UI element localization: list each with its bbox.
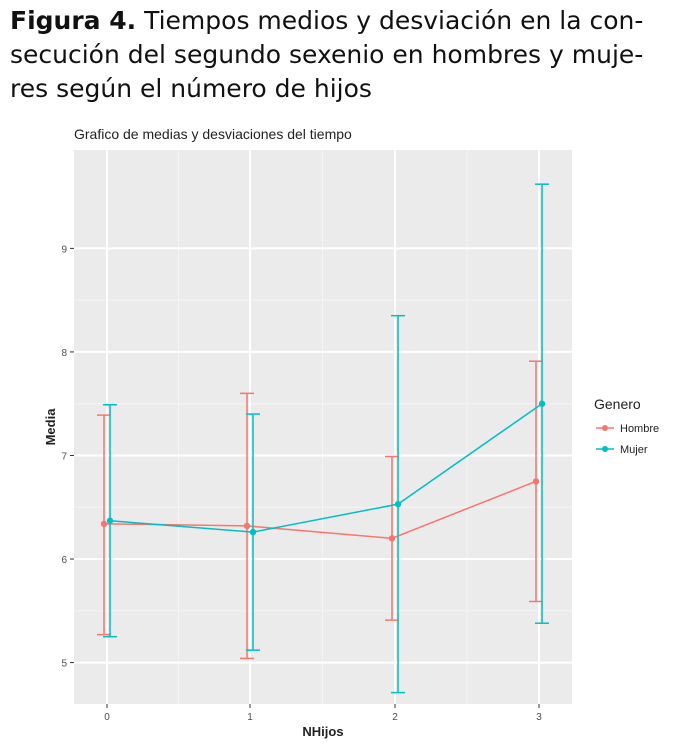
x-tick-label: 0 — [104, 712, 110, 723]
data-point-hombre — [532, 478, 540, 485]
legend-label: Hombre — [620, 423, 659, 435]
x-axis: 0 1 2 3 — [104, 704, 542, 723]
y-tick-label: 9 — [61, 244, 67, 255]
grid-lines — [74, 150, 572, 704]
y-tick-label: 5 — [61, 659, 67, 670]
caption-line-1: Figura 4. Tiempos medios y desviación en… — [10, 4, 675, 38]
series-line-hombre — [103, 480, 537, 540]
y-tick-label: 7 — [61, 451, 67, 462]
x-tick-label: 1 — [247, 712, 253, 723]
legend-key-point — [602, 446, 608, 452]
series-hombre — [97, 360, 543, 660]
caption-text-1: Tiempos medios y desviación en la con- — [144, 6, 644, 35]
x-tick-label: 2 — [392, 712, 398, 723]
caption-line-3: res según el número de hijos — [10, 74, 372, 103]
x-tick-label: 3 — [536, 712, 542, 723]
x-axis-label: NHijos — [302, 724, 343, 739]
y-tick-label: 8 — [61, 348, 67, 359]
legend: Genero Hombre Mujer — [594, 396, 659, 456]
caption-line-2: secución del segundo sexenio en hombres … — [10, 40, 644, 69]
legend-title: Genero — [594, 396, 641, 412]
figure-caption: Figura 4. Tiempos medios y desviación en… — [10, 4, 675, 106]
series-layer — [97, 183, 549, 694]
data-point-mujer — [538, 400, 546, 407]
y-axis: 5 6 7 8 9 — [61, 244, 74, 670]
series-line-mujer — [109, 403, 543, 533]
data-point-mujer — [106, 517, 114, 524]
caption-label: Figura 4. — [10, 6, 137, 35]
series-mujer — [103, 183, 549, 694]
data-point-hombre — [388, 535, 396, 542]
data-point-mujer — [249, 528, 257, 536]
legend-key-point — [602, 425, 608, 431]
data-point-hombre — [243, 522, 251, 530]
data-point-hombre — [100, 520, 108, 528]
data-point-mujer — [394, 500, 402, 508]
chart-title: Grafico de medias y desviaciones del tie… — [74, 126, 352, 142]
y-axis-label: Media — [43, 408, 58, 446]
legend-label: Mujer — [620, 444, 648, 456]
y-tick-label: 6 — [61, 555, 67, 566]
